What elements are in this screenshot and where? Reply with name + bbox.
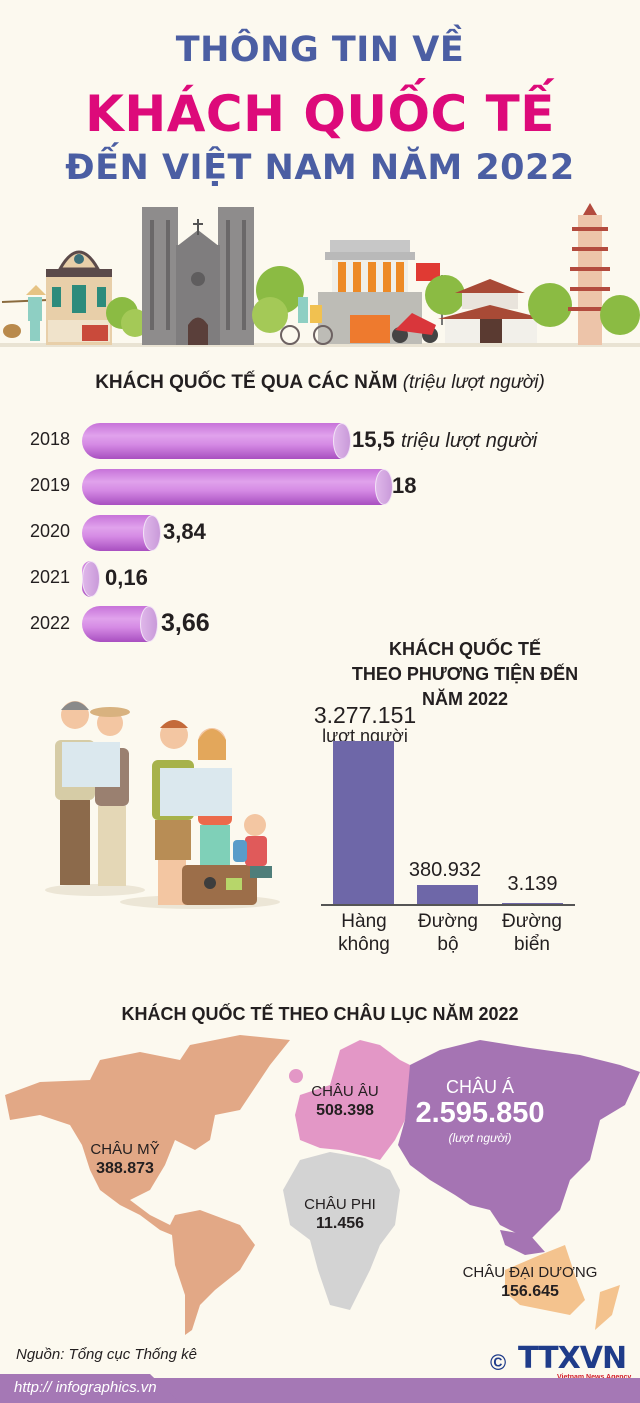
value-label: 3.139 — [507, 873, 558, 895]
temple-icon — [438, 279, 546, 343]
category-label: Đường biển — [501, 911, 563, 955]
continents-title: KHÁCH QUỐC TẾ THEO CHÂU LỤC NĂM 2022 — [121, 1004, 519, 1024]
asia-shape — [398, 1040, 640, 1240]
value-label: 3,84 — [163, 519, 206, 544]
flag-icon — [416, 263, 440, 281]
world-map — [5, 1035, 640, 1335]
category-label: Hàng không — [338, 911, 390, 955]
year-label: 2018 — [30, 429, 71, 449]
suitcase-icon — [182, 865, 257, 905]
hanoi-skyline-illustration — [0, 203, 640, 347]
americas-shape — [5, 1035, 290, 1335]
title-line-2: KHÁCH QUỐC TẾ — [85, 85, 555, 143]
ttxvn-logo: TTXVN — [518, 1341, 627, 1376]
value-label: 380.932 — [408, 859, 482, 881]
yearly-section-title: KHÁCH QUỐC TẾ QUA CÁC NĂM (triệu lượt ng… — [95, 372, 545, 393]
bar-air — [333, 741, 394, 904]
value-label: 18 — [392, 473, 417, 498]
copyright-icon: © — [490, 1350, 507, 1375]
colonial-house-icon — [46, 250, 112, 345]
year-label: 2022 — [30, 613, 71, 633]
value-label: 0,16 — [105, 565, 148, 590]
africa-shape — [283, 1152, 400, 1310]
footer-url-tab — [0, 1374, 180, 1403]
bar-road — [417, 885, 478, 904]
tourists-illustration — [45, 701, 280, 909]
bar-sea — [502, 903, 563, 904]
title-line-3: ĐẾN VIỆT NAM NĂM 2022 — [65, 148, 575, 188]
oceania-shape — [505, 1245, 585, 1315]
americas-label: CHÂU MỸ 388.873 — [90, 1141, 160, 1177]
source-text: Nguồn: Tổng cục Thống kê — [16, 1346, 197, 1363]
website-link[interactable]: http:// infographics.vn — [14, 1379, 157, 1396]
mausoleum-icon — [318, 240, 422, 344]
ttxvn-logo-subtitle: Vietnam News Agency — [557, 1374, 631, 1381]
transport-title: KHÁCH QUỐC TẾ THEO PHƯƠNG TIỆN ĐẾN NĂM 2… — [351, 639, 579, 709]
bar-2019 — [82, 469, 393, 505]
value-label: 3.277.151 — [313, 702, 417, 728]
year-label: 2020 — [30, 521, 71, 541]
bar-2020 — [82, 515, 161, 551]
year-label: 2019 — [30, 475, 71, 495]
map-icon — [160, 768, 232, 816]
pagoda-icon — [568, 203, 612, 345]
street-vendor-icon — [1, 285, 49, 341]
year-label: 2021 — [30, 567, 71, 587]
asia-label: CHÂU Á 2.595.850 (lượt người) — [415, 1077, 545, 1146]
category-label: Đường bộ — [417, 911, 479, 955]
oceania-label: CHÂU ĐẠI DƯƠNG 156.645 — [462, 1264, 598, 1300]
map-icon — [62, 742, 120, 787]
bar-2021 — [82, 561, 100, 597]
title-line-1: THÔNG TIN VỀ — [175, 30, 465, 70]
x-axis-line — [321, 904, 575, 906]
value-label: 3,66 — [161, 609, 210, 637]
cathedral-icon — [142, 207, 254, 345]
europe-label: CHÂU ÂU 508.398 — [311, 1083, 379, 1119]
bar-2018 — [82, 423, 351, 459]
europe-shape — [295, 1040, 420, 1160]
bar-2022 — [82, 606, 158, 642]
africa-label: CHÂU PHI 11.456 — [304, 1196, 376, 1232]
value-label: 15,5 triệu lượt người — [352, 427, 538, 452]
